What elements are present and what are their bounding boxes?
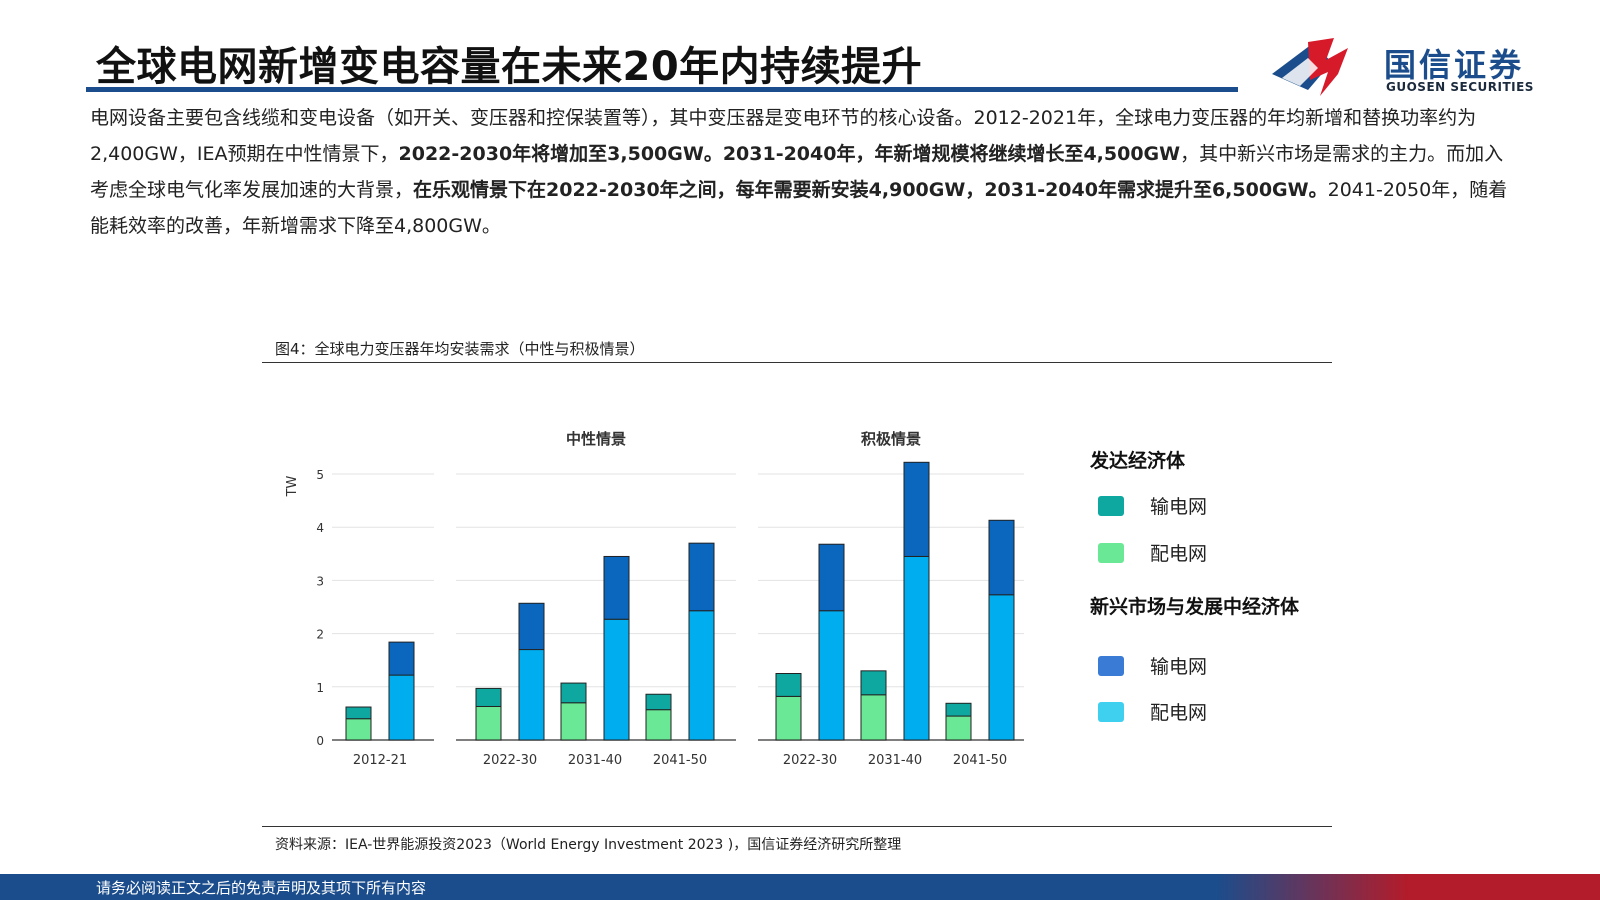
legend-label-eme-distribution: 配电网 — [1150, 702, 1208, 724]
legend-item-eme-transmission: 输电网 — [1098, 652, 1207, 679]
bar-adv-distribution — [475, 705, 502, 741]
bar-eme-distribution — [518, 649, 545, 741]
bar-eme-distribution — [903, 555, 930, 741]
page-title: 全球电网新增变电容量在未来20年内持续提升 — [96, 44, 923, 90]
bar-adv-distribution — [775, 695, 802, 741]
bar-adv-distribution — [560, 702, 587, 741]
bar-adv-transmission — [475, 687, 502, 707]
footer-disclaimer: 请务必阅读正文之后的免责声明及其项下所有内容 — [96, 879, 427, 897]
bar-adv-distribution — [345, 718, 372, 741]
legend-item-eme-distribution: 配电网 — [1098, 698, 1207, 725]
bar-adv-distribution — [945, 715, 972, 741]
logo-text-cn: 国信证券 — [1384, 46, 1525, 84]
legend-group2-title: 新兴市场与发展中经济体 — [1090, 596, 1300, 618]
bar-adv-transmission — [945, 702, 972, 717]
legend-item-adv-distribution: 配电网 — [1098, 539, 1207, 566]
bar-eme-transmission — [988, 519, 1015, 596]
legend-swatch-adv-distribution — [1098, 542, 1124, 563]
legend-swatch-eme-distribution — [1098, 701, 1124, 722]
y-tick-label: 5 — [316, 468, 324, 482]
bar-eme-distribution — [688, 610, 715, 741]
legend-label-adv-transmission: 输电网 — [1150, 496, 1208, 518]
bar-eme-distribution — [818, 610, 845, 741]
figure-top-rule — [262, 362, 1332, 363]
bar-eme-transmission — [688, 542, 715, 612]
x-category-label: 2031-40 — [568, 753, 622, 768]
y-tick-label: 2 — [316, 628, 324, 642]
bar-adv-transmission — [775, 673, 802, 697]
y-axis-label: TW — [285, 475, 300, 497]
bar-adv-transmission — [645, 693, 672, 711]
bar-adv-transmission — [345, 706, 372, 720]
panel-title: 中性情景 — [566, 430, 626, 448]
x-category-label: 2022-30 — [783, 753, 837, 768]
x-category-label: 2041-50 — [953, 753, 1007, 768]
bar-eme-distribution — [988, 594, 1015, 741]
panel-title: 积极情景 — [861, 430, 921, 448]
intro-paragraph: 电网设备主要包含线缆和变电设备（如开关、变压器和控保装置等），其中变压器是变电环… — [90, 100, 1510, 244]
bar-eme-transmission — [388, 641, 415, 676]
y-tick-label: 3 — [316, 574, 324, 588]
intro-text-2: ，其中新兴市场是需求的主力。而加入考虑全球电气化率发展加速的大背景， — [90, 143, 1504, 201]
intro-text-1: 电网设备主要包含线缆和变电设备（如开关、变压器和控保装置等），其中变压器是变电环… — [90, 107, 1477, 165]
x-category-label: 2041-50 — [653, 753, 707, 768]
legend-label-adv-distribution: 配电网 — [1150, 543, 1208, 565]
bar-eme-transmission — [818, 543, 845, 612]
y-tick-label: 0 — [316, 734, 324, 748]
legend-swatch-adv-transmission — [1098, 495, 1124, 516]
legend-swatch-eme-transmission — [1098, 655, 1124, 676]
figure-source: 资料来源：IEA-世界能源投资2023（World Energy Investm… — [275, 837, 902, 853]
bar-adv-transmission — [560, 682, 587, 704]
y-tick-label: 1 — [316, 681, 324, 695]
bar-adv-distribution — [860, 694, 887, 741]
transformer-demand-chart: 0 1 2 3 4 5 TW 2012-21 中性情景 2022-30 2031-40 2041-50… — [285, 430, 1024, 768]
intro-bold-1: 2022-2030年将增加至3,500GW。2031-2040年，年新增规模将继… — [398, 143, 1181, 165]
legend-label-eme-transmission: 输电网 — [1150, 656, 1208, 678]
title-underline — [86, 87, 1238, 92]
footer-bar: 请务必阅读正文之后的免责声明及其项下所有内容 — [0, 874, 1600, 900]
y-tick-label: 4 — [316, 521, 324, 535]
intro-text-3: 2041-2050年，随着能耗效率的改善，年新增需求下降至4,800GW。 — [90, 179, 1508, 237]
bar-adv-distribution — [645, 709, 672, 741]
figure-bottom-rule — [262, 826, 1332, 827]
bar-eme-distribution — [388, 674, 415, 741]
guosen-logo-icon — [1272, 38, 1348, 96]
x-category-label: 2012-21 — [353, 753, 407, 768]
bar-eme-transmission — [518, 602, 545, 651]
bar-adv-transmission — [860, 670, 887, 696]
intro-bold-2: 在乐观情景下在2022-2030年之间，每年需要新安装4,900GW，2031-… — [413, 179, 1328, 201]
legend-group1-title: 发达经济体 — [1090, 450, 1186, 472]
x-category-label: 2031-40 — [868, 753, 922, 768]
logo-text-en: GUOSEN SECURITIES — [1386, 80, 1534, 94]
bar-eme-transmission — [603, 555, 630, 620]
x-category-label: 2022-30 — [483, 753, 537, 768]
legend-item-adv-transmission: 输电网 — [1098, 492, 1207, 519]
bar-eme-transmission — [903, 461, 930, 557]
bar-eme-distribution — [603, 618, 630, 741]
figure-caption: 图4：全球电力变压器年均安装需求（中性与积极情景） — [275, 340, 645, 358]
